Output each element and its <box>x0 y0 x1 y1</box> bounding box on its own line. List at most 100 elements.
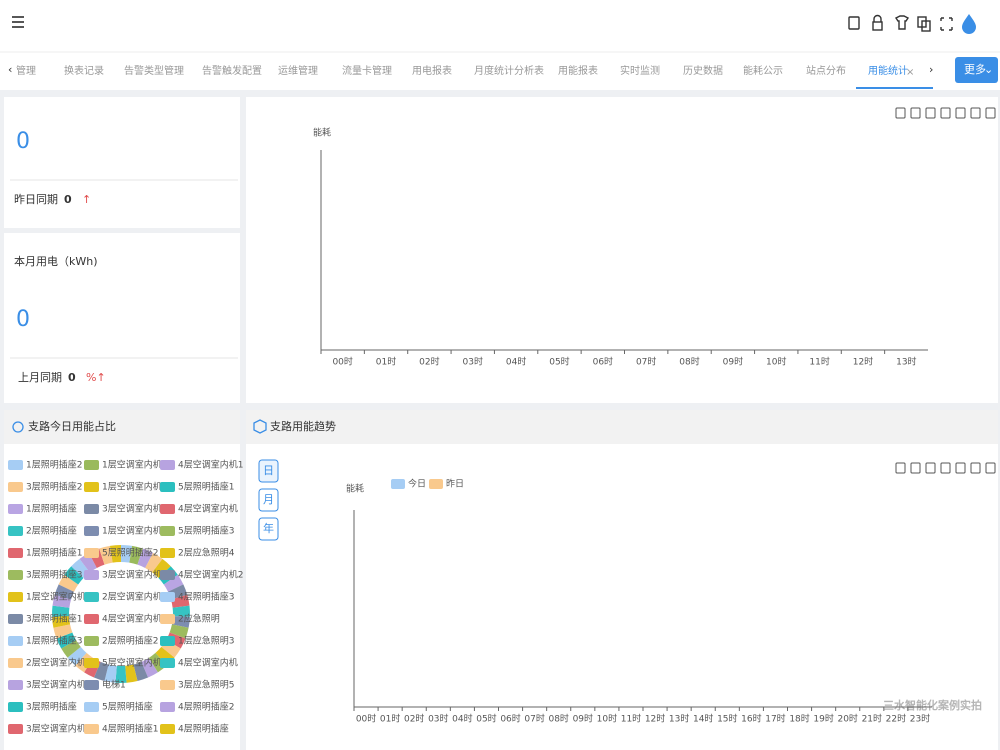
legend-swatch <box>8 592 23 602</box>
x-tick-label: 04时 <box>452 713 472 725</box>
donut-segment <box>171 616 190 628</box>
tab[interactable]: 换表记录 <box>64 64 104 77</box>
tab-scroll-left[interactable]: ‹ <box>8 63 12 76</box>
trend-panel <box>246 410 998 750</box>
toolbox-icon <box>910 107 921 119</box>
more-button[interactable] <box>955 57 998 83</box>
legend-label: 3层照明插座2 <box>26 481 82 493</box>
donut-segment <box>169 624 189 639</box>
compare-value: 0 <box>64 193 72 206</box>
donut-segment <box>115 665 127 684</box>
tab[interactable]: 运维管理 <box>278 64 318 77</box>
cube-icon <box>253 419 267 434</box>
donut-segment <box>170 594 190 608</box>
avatar[interactable] <box>962 14 976 34</box>
legend-swatch <box>84 460 99 470</box>
compare-label: 上月同期 <box>18 371 62 384</box>
panel-header <box>246 410 998 444</box>
legend-label: 3层空调室内机 <box>26 679 86 691</box>
legend-label: 2层应急照明4 <box>178 547 235 559</box>
tab[interactable]: 站点分布 <box>806 64 846 77</box>
legend-label: 5层空调室内机3 <box>102 657 167 669</box>
legend-label: 1层照明插座 <box>26 503 77 515</box>
toolbox-icon <box>910 462 921 474</box>
pie-icon <box>12 421 24 433</box>
tab[interactable]: 用能统计 <box>868 64 908 77</box>
card-value: 0 <box>16 129 30 154</box>
legend-label: 1层照明插座1 <box>26 547 82 559</box>
tab[interactable]: 用电报表 <box>412 64 452 77</box>
donut-segment <box>53 624 73 639</box>
legend-label: 3层应急照明5 <box>178 679 234 691</box>
tab[interactable]: 用能报表 <box>558 64 598 77</box>
tab[interactable]: 告警触发配置 <box>202 64 262 77</box>
donut-segment <box>121 545 133 563</box>
legend-swatch <box>8 702 23 712</box>
x-tick-label: 16时 <box>741 713 761 725</box>
legend-label: 5层照明插座 <box>102 701 153 713</box>
donut-segment <box>152 558 171 578</box>
card-title: 本月用电（kWh) <box>14 254 98 268</box>
x-tick-label: 19时 <box>813 713 833 725</box>
legend-swatch <box>84 702 99 712</box>
legend-label: 2层空调室内机1 <box>102 591 167 603</box>
toolbox-icon <box>970 107 981 119</box>
x-tick-label: 11时 <box>621 713 641 725</box>
tab[interactable]: 流量卡管理 <box>342 64 392 77</box>
toolbox-icon <box>940 462 951 474</box>
legend-label: 5层照明插座1 <box>178 481 234 493</box>
y-axis-label: 能耗 <box>313 127 331 139</box>
toolbox-icon <box>940 107 951 119</box>
x-tick-label: 09时 <box>573 713 593 725</box>
toolbox-icon <box>955 107 966 119</box>
donut-segment <box>56 632 76 649</box>
tab-scroll-right[interactable]: › <box>929 63 933 76</box>
panel-title: 支路今日用能占比 <box>28 419 116 433</box>
legend-label: 4层空调室内机3 <box>102 613 167 625</box>
period-button-label[interactable]: 年 <box>263 521 274 535</box>
legend-swatch <box>84 504 99 514</box>
panel-header <box>4 410 240 444</box>
legend-label: 电梯1 <box>102 679 126 691</box>
legend-swatch <box>429 479 443 489</box>
tab[interactable]: 实时监测 <box>620 64 660 77</box>
legend-swatch <box>84 570 99 580</box>
tab[interactable]: 月度统计分析表 <box>474 64 544 77</box>
card <box>4 233 240 403</box>
legend-label: 4层照明插座1 <box>102 723 158 735</box>
legend-label: 1层照明插座2 <box>26 459 82 471</box>
x-tick-label: 10时 <box>766 356 786 368</box>
menu-icon[interactable] <box>12 16 24 28</box>
y-axis-label: 能耗 <box>346 483 364 495</box>
legend-swatch <box>160 460 175 470</box>
chart-toolbox[interactable] <box>895 107 996 474</box>
tab[interactable]: 管理 <box>16 64 36 77</box>
period-button[interactable] <box>258 459 279 483</box>
legend-label: 1层空调室内机1 <box>26 591 91 603</box>
period-button[interactable] <box>258 488 279 512</box>
donut-segment <box>104 664 117 683</box>
tab[interactable]: 历史数据 <box>683 64 723 77</box>
legend-swatch <box>160 636 175 646</box>
legend-swatch <box>8 548 23 558</box>
donut-segment <box>52 616 71 628</box>
watermark: 三水智能化案例实拍 <box>883 698 982 712</box>
legend-label: 3层空调室内机3 <box>26 723 91 735</box>
period-button[interactable] <box>258 517 279 541</box>
toolbox-icon <box>985 107 996 119</box>
tab[interactable]: 告警类型管理 <box>124 64 184 77</box>
toolbar-icons[interactable] <box>848 14 953 32</box>
tab[interactable]: 能耗公示 <box>743 64 783 77</box>
x-tick-label: 18时 <box>789 713 809 725</box>
more-button-label[interactable]: 更多 <box>964 62 986 76</box>
legend-swatch <box>84 680 99 690</box>
period-button-label[interactable]: 日 <box>263 464 274 477</box>
legend-swatch <box>160 482 175 492</box>
x-tick-label: 13时 <box>669 713 689 725</box>
period-button-label[interactable]: 月 <box>263 493 274 506</box>
x-tick-label: 07时 <box>636 356 656 368</box>
tab-close[interactable]: × <box>906 67 914 78</box>
legend-label: 1层空调室内机2 <box>102 525 167 537</box>
card <box>4 97 240 228</box>
